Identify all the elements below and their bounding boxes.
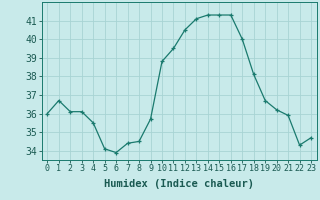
- X-axis label: Humidex (Indice chaleur): Humidex (Indice chaleur): [104, 179, 254, 189]
